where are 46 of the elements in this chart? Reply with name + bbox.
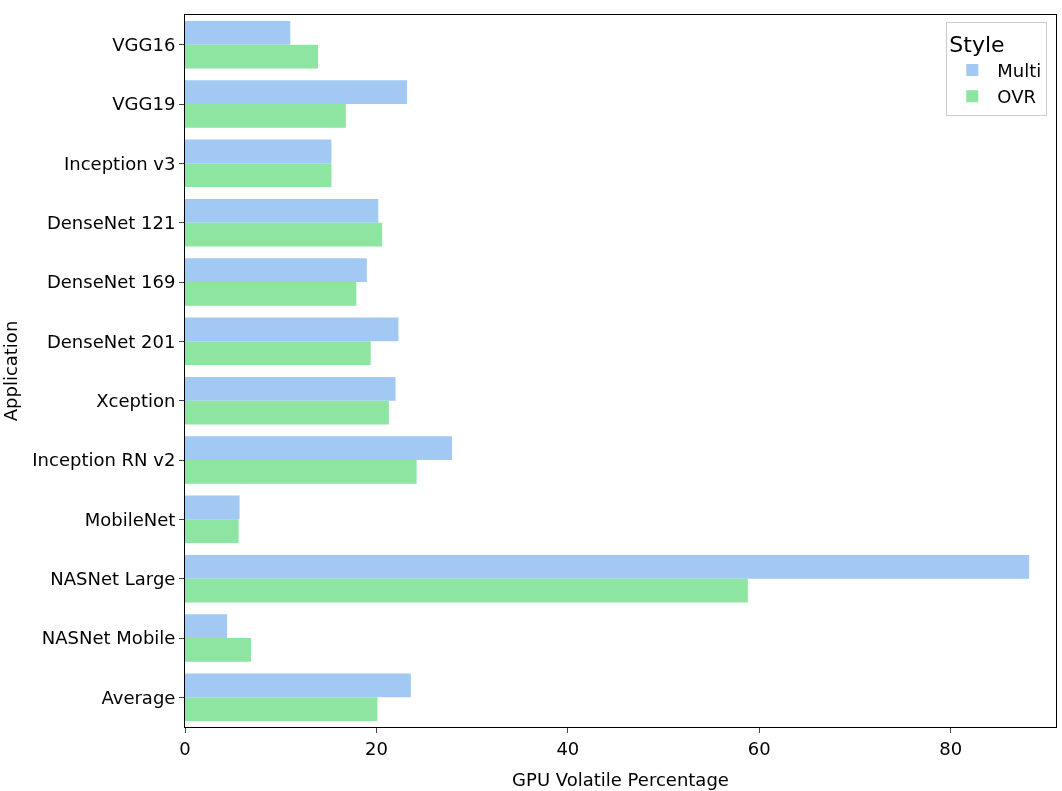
bar [185, 495, 240, 520]
bar [185, 519, 239, 544]
y-tick-label: Xception [96, 389, 176, 411]
bar [185, 554, 1030, 579]
y-axis-title: Application [0, 320, 21, 422]
bar [185, 80, 408, 104]
y-tick-label: Inception v3 [63, 152, 176, 174]
bar [185, 282, 357, 306]
y-tick-label: DenseNet 201 [46, 330, 176, 352]
bar [185, 139, 332, 164]
bar [185, 317, 399, 342]
bar [185, 638, 252, 662]
bar [185, 376, 396, 401]
x-tick-label: 0 [179, 737, 191, 759]
bar [185, 198, 379, 223]
x-tick-label: 80 [939, 737, 963, 759]
bar [185, 460, 417, 484]
y-tick-label: DenseNet 121 [46, 211, 176, 233]
legend-label: Multi [997, 59, 1042, 81]
y-tick-label: DenseNet 169 [46, 271, 176, 293]
bar [185, 436, 453, 460]
x-tick-label: 20 [364, 737, 388, 759]
bar [185, 222, 383, 247]
x-tick-label: 40 [556, 737, 580, 759]
bar [185, 20, 291, 45]
y-tick-label: Average [101, 686, 176, 708]
bar [185, 44, 319, 69]
bar [185, 400, 389, 425]
bar [185, 258, 367, 282]
y-tick-label: NASNet Large [50, 567, 176, 589]
bar [185, 341, 371, 366]
bar [185, 578, 748, 603]
bar [185, 697, 378, 722]
y-tick-label: VGG16 [112, 33, 176, 55]
bar [185, 104, 346, 128]
y-tick-label: Inception RN v2 [32, 449, 176, 471]
bar [185, 614, 228, 638]
y-tick-label: MobileNet [84, 508, 176, 530]
legend-title: Style [949, 31, 1005, 57]
bar [185, 673, 411, 698]
x-tick-label: 60 [747, 737, 771, 759]
y-tick-label: VGG19 [112, 93, 176, 115]
legend-label: OVR [997, 86, 1036, 108]
bar [185, 163, 332, 188]
y-tick-label: NASNet Mobile [41, 627, 176, 649]
x-axis-title: GPU Volatile Percentage [512, 768, 729, 790]
